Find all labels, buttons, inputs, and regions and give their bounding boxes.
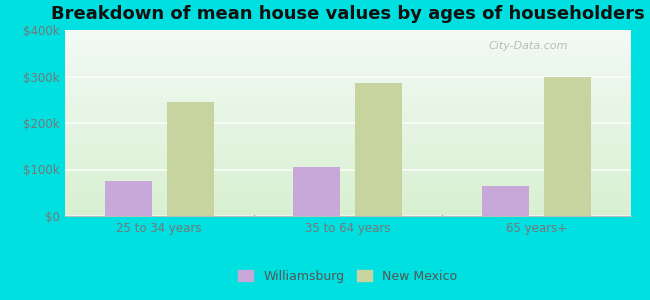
Bar	[482, 186, 528, 216]
Text: City-Data.com: City-Data.com	[489, 41, 569, 51]
Bar	[356, 83, 402, 216]
Bar	[167, 102, 214, 216]
Bar	[105, 181, 151, 216]
Bar	[293, 167, 340, 216]
Title: Breakdown of mean house values by ages of householders: Breakdown of mean house values by ages o…	[51, 5, 645, 23]
Legend: Williamsburg, New Mexico: Williamsburg, New Mexico	[233, 265, 462, 288]
Bar	[544, 76, 591, 216]
